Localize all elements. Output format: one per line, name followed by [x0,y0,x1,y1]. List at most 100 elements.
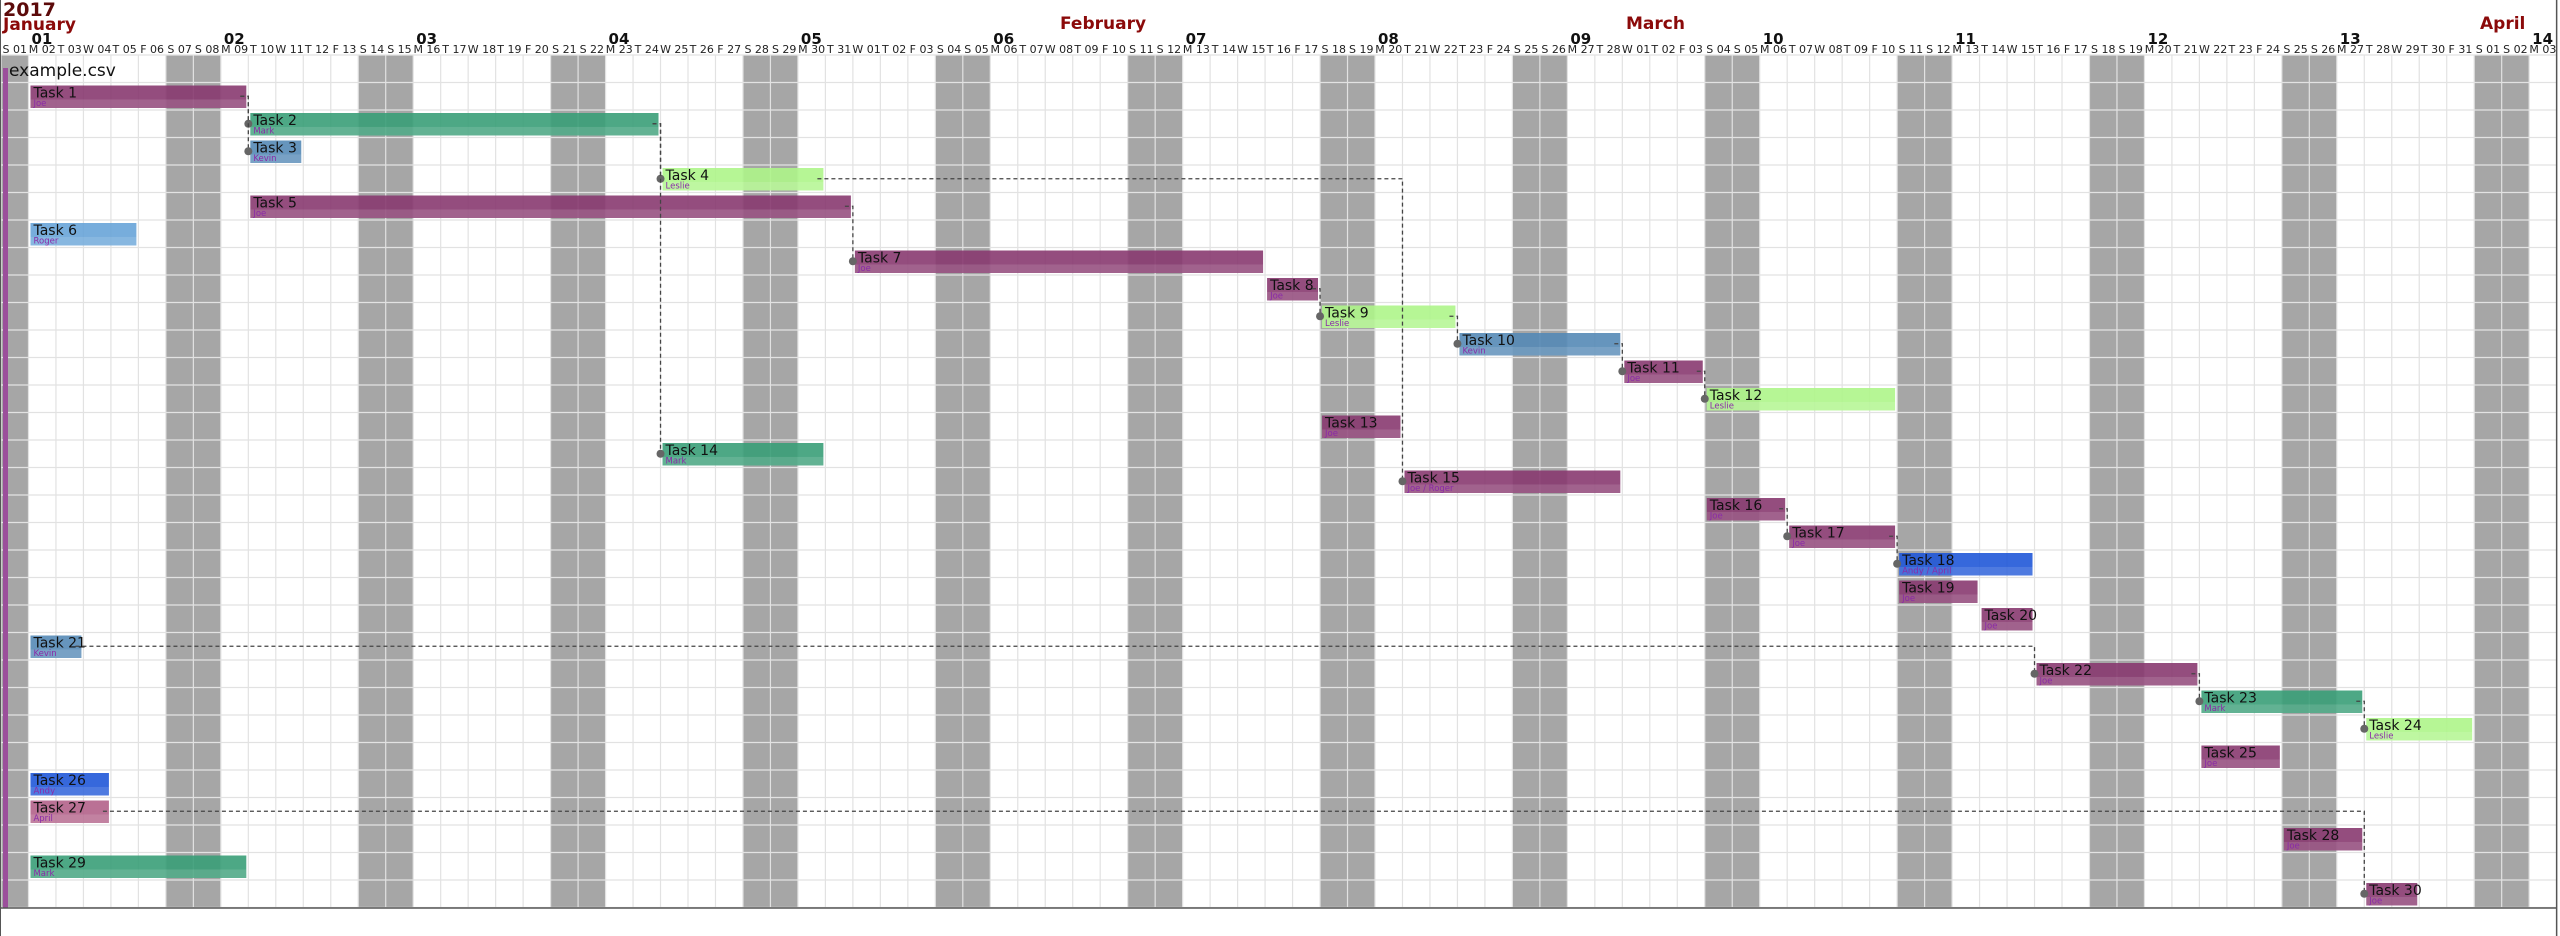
dependency-endpoint [1783,532,1792,541]
task-name: Task 11 [1626,361,1679,377]
dependency-connector [1779,508,1788,537]
task-bar-resource-strip [30,814,109,823]
month-label: April [2480,14,2525,34]
day-label: M 27 [2337,43,2364,56]
weekend-column [2116,55,2145,908]
week-label: 14 [2532,30,2553,48]
day-label: W 04 [83,43,111,56]
weekend-column [1897,55,1925,908]
weekend-column [1155,55,1183,908]
day-label: S 11 [1899,43,1923,56]
day-label: T 14 [1211,43,1236,56]
day-label: S 25 [2283,43,2307,56]
day-label: S 11 [1129,43,1153,56]
day-label: F 10 [1871,43,1895,56]
day-label: F 20 [525,43,549,56]
day-label: M 16 [413,43,440,56]
weekend-column [193,55,221,908]
task-resource: Leslie [666,182,690,192]
dependency-endpoint [244,147,253,156]
task-bar-resource-strip [1404,484,1621,493]
task-resource: Leslie [1325,319,1349,329]
weekend-column [1704,55,1733,908]
task-bar [662,168,824,191]
task-bar [2366,718,2473,741]
task-resource: Andy [33,787,55,797]
day-label: S 26 [2311,43,2335,56]
dependency-connector [1696,370,1706,399]
task-name: Task 16 [1709,498,1763,514]
day-label: S 14 [360,43,384,56]
task-name: Task 4 [665,168,710,184]
day-label: T 30 [2420,43,2445,56]
task-bar [2283,828,2363,851]
weekend-column [1732,55,1760,908]
day-label: F 17 [2064,43,2088,56]
task-resource: Joe [2039,677,2053,687]
week-label: 01 [31,30,52,48]
task-bar-resource-strip [30,99,247,108]
weekend-column [165,55,194,908]
task-name: Task 26 [32,773,86,789]
task-name: Task 14 [665,443,719,459]
day-label: F 24 [1487,43,1511,56]
task-name: Task 6 [32,223,77,239]
task-name: Task 27 [32,801,85,817]
task-resource: Joe [1324,429,1338,439]
dependency-connector [817,178,1404,482]
task-bar-resource-strip [1322,429,1401,438]
task-bar-resource-strip [1459,346,1621,356]
task-bar [2366,883,2418,906]
task-bar [1459,333,1621,356]
task-bar-resource-strip [30,869,247,878]
task-bar [250,140,302,163]
day-label: S 22 [580,43,604,56]
day-label: T 10 [249,43,274,56]
task-bar-resource-strip [1899,594,1978,603]
task-bar-resource-strip [1899,566,2033,576]
day-label: F 06 [140,43,164,56]
task-bar-resource-strip [1624,374,1703,383]
week-label: 10 [1763,30,1784,48]
day-label: F 03 [1679,43,1703,56]
month-label: March [1626,14,1685,34]
task-resource: Joe [1984,622,1998,632]
week-label: 12 [2147,30,2168,48]
dependency-endpoint [1453,339,1462,348]
dependency-endpoint [1618,367,1627,376]
task-bar [30,855,247,878]
day-label: S 05 [1734,43,1758,56]
day-label: T 03 [57,43,82,56]
dependency-connector [1889,535,1898,564]
day-label: S 21 [552,43,576,56]
weekend-column [962,55,991,908]
task-name: Task 17 [1791,526,1844,542]
day-label: M 23 [606,43,633,56]
day-label: S 08 [195,43,219,56]
task-bar-resource-strip [1267,291,1319,301]
day-label: S 01 [2,43,26,56]
task-bar-resource-strip [30,236,137,246]
day-label: T 24 [634,43,659,56]
dependency-connector [1449,315,1459,344]
task-bar [250,195,851,218]
day-label: T 16 [2035,43,2060,56]
task-resource: Mark [33,869,54,879]
task-resource: Joe [2203,759,2217,769]
week-label: 08 [1378,30,1399,48]
day-label: T 09 [1843,43,1868,56]
task-name: Task 13 [1324,416,1377,432]
task-resource: Roger [33,237,58,247]
task-resource: Joe [1709,512,1723,522]
task-resource: Andy / April [1902,567,1951,577]
day-label: W 22 [2199,43,2227,56]
task-resource: Leslie [1710,402,1734,412]
dependency-connector [2191,673,2201,702]
weekend-column [578,55,606,908]
task-bar [250,113,659,136]
day-label: F 31 [2449,43,2473,56]
day-label: M 20 [2145,43,2172,56]
day-label: F 17 [1294,43,1318,56]
dependency-connector [2356,700,2365,729]
